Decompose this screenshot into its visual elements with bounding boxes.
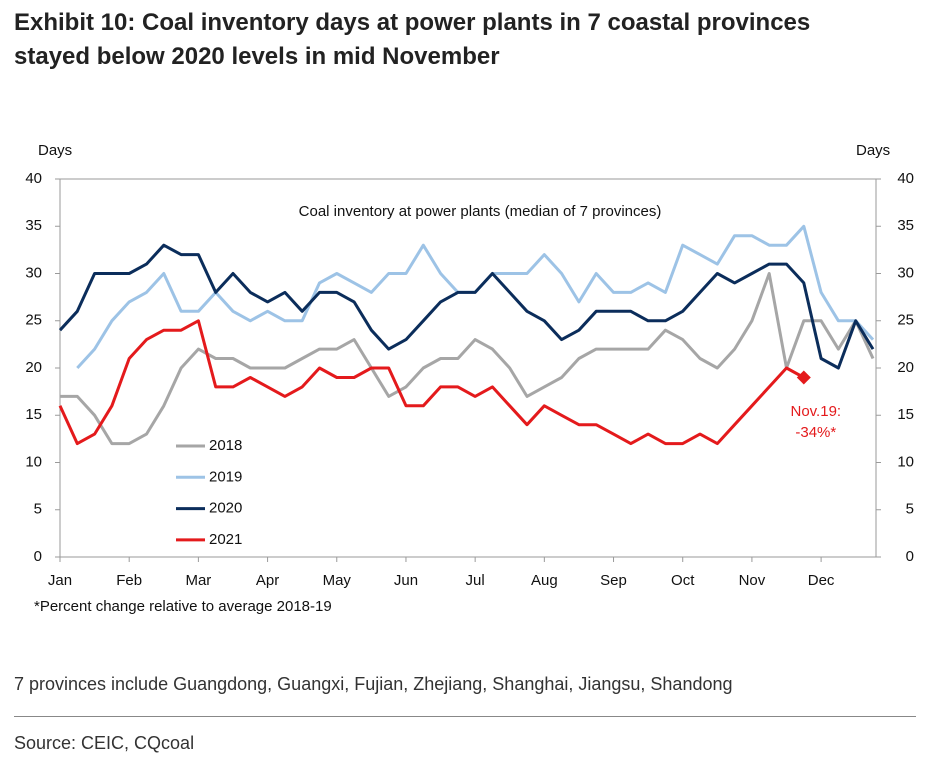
y-tick-label: 20 — [25, 359, 42, 376]
y-tick-label: 40 — [25, 170, 42, 187]
series-line — [76, 224, 875, 370]
y2-axis-label: Days — [856, 142, 890, 159]
annotation-text: Nov.19: — [791, 403, 842, 420]
note: 7 provinces include Guangdong, Guangxi, … — [14, 674, 733, 694]
x-tick-label: Feb — [116, 572, 142, 589]
y2-tick-label: 10 — [897, 453, 914, 470]
annotation-text: -34%* — [795, 424, 836, 441]
x-tick-label: Oct — [671, 572, 695, 589]
x-tick-label: Jan — [48, 572, 72, 589]
y2-tick-label: 0 — [906, 548, 914, 565]
y2-tick-label: 25 — [897, 312, 914, 329]
y-tick-label: 0 — [34, 548, 42, 565]
y2-tick-label: 20 — [897, 359, 914, 376]
x-tick-label: Dec — [808, 572, 835, 589]
series-line — [58, 319, 805, 446]
y2-tick-label: 5 — [906, 501, 914, 518]
x-tick-label: Aug — [531, 572, 558, 589]
y-tick-label: 25 — [25, 312, 42, 329]
x-tick-label: Mar — [185, 572, 211, 589]
x-tick-label: Nov — [739, 572, 766, 589]
series-line — [58, 243, 875, 370]
y-tick-label: 15 — [25, 406, 42, 423]
x-tick-label: May — [323, 572, 352, 589]
y2-tick-label: 15 — [897, 406, 914, 423]
legend-label: 2020 — [209, 500, 242, 517]
y-tick-label: 5 — [34, 501, 42, 518]
chart-subtitle: Coal inventory at power plants (median o… — [299, 203, 662, 220]
legend-label: 2021 — [209, 531, 242, 548]
legend-label: 2018 — [209, 437, 242, 454]
y-tick-label: 35 — [25, 217, 42, 234]
x-tick-label: Sep — [600, 572, 627, 589]
y2-tick-label: 35 — [897, 217, 914, 234]
source: Source: CEIC, CQcoal — [14, 733, 195, 753]
separator — [14, 716, 916, 717]
series-line — [60, 272, 875, 446]
x-tick-label: Jun — [394, 572, 418, 589]
legend-label: 2019 — [209, 468, 242, 485]
y2-tick-label: 30 — [897, 264, 914, 281]
x-tick-label: Apr — [256, 572, 279, 589]
y2-tick-label: 40 — [897, 170, 914, 187]
y-tick-label: 10 — [25, 453, 42, 470]
y-axis-label: Days — [38, 142, 72, 159]
chart-title: Exhibit 10: Coal inventory days at power… — [14, 9, 811, 70]
y-tick-label: 30 — [25, 264, 42, 281]
x-tick-label: Jul — [466, 572, 485, 589]
annotation-marker — [796, 370, 811, 385]
footnote: *Percent change relative to average 2018… — [34, 598, 332, 615]
